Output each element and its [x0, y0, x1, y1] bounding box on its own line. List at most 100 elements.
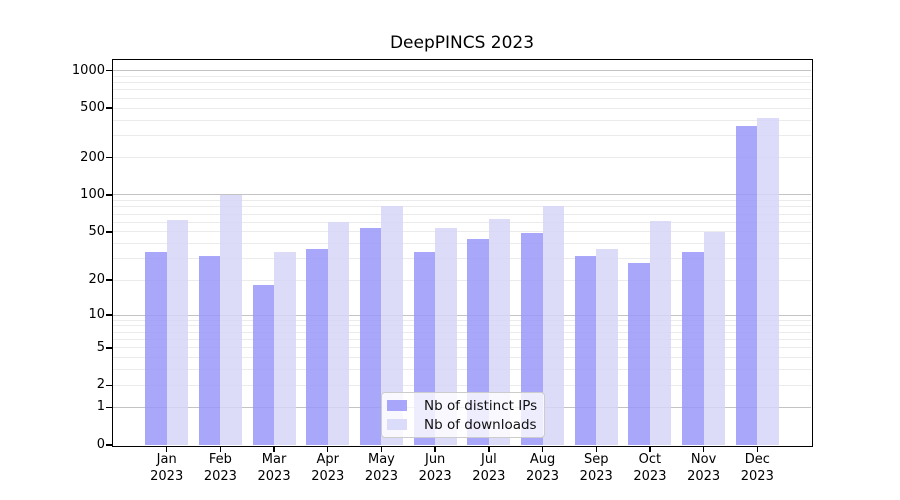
- bar-jan-distinct-ips: [145, 252, 167, 445]
- y-tick-mark: [106, 384, 112, 387]
- x-tick-label-dec: Dec 2023: [740, 452, 774, 484]
- x-tick-mark: [541, 446, 544, 452]
- grid-layer: [113, 60, 811, 445]
- legend-label: Nb of distinct IPs: [424, 397, 538, 414]
- y-tick-mark: [106, 194, 112, 196]
- x-tick-mark: [434, 446, 436, 452]
- plot-area: Nb of distinct IPs Nb of downloads: [111, 58, 813, 447]
- bar-sep-distinct-ips: [574, 255, 597, 445]
- bar-may-downloads: [381, 206, 403, 445]
- y-tick-label: 100: [80, 186, 105, 202]
- minor-gridline: [113, 206, 811, 208]
- legend-item-distinct-ips: Nb of distinct IPs: [387, 396, 544, 415]
- x-tick-label-jun: Jun 2023: [418, 452, 452, 484]
- x-tick-label-sep: Sep 2023: [579, 452, 613, 484]
- legend: Nb of distinct IPs Nb of downloads: [381, 392, 545, 438]
- legend-swatch-distinct-ips: [387, 400, 407, 411]
- major-gridline: [113, 194, 811, 196]
- x-tick-label-oct: Oct 2023: [633, 452, 667, 484]
- x-tick-label-apr: Apr 2023: [311, 452, 345, 484]
- y-tick-label: 2: [96, 377, 105, 393]
- y-tick-label: 5: [96, 339, 105, 355]
- x-tick-mark: [327, 446, 329, 452]
- x-tick-mark: [380, 446, 383, 452]
- minor-gridline: [113, 135, 811, 137]
- x-tick-label-aug: Aug 2023: [525, 452, 560, 484]
- major-gridline: [113, 70, 811, 72]
- minor-gridline: [113, 319, 811, 321]
- y-tick-mark: [106, 406, 112, 409]
- y-tick-label: 1: [96, 399, 105, 415]
- bar-feb-distinct-ips: [198, 255, 221, 445]
- minor-gridline: [113, 107, 811, 109]
- minor-gridline: [113, 369, 811, 371]
- minor-gridline: [113, 119, 811, 121]
- minor-gridline: [113, 97, 811, 99]
- y-tick-mark: [106, 347, 112, 349]
- x-tick-label-nov: Nov 2023: [687, 452, 721, 484]
- bar-jul-downloads: [488, 218, 511, 445]
- minor-gridline: [113, 213, 811, 215]
- bar-oct-downloads: [649, 220, 672, 445]
- minor-gridline: [113, 82, 811, 84]
- bar-may-distinct-ips: [359, 227, 382, 445]
- minor-gridline: [113, 339, 811, 341]
- bar-mar-downloads: [274, 252, 296, 445]
- y-tick-label: 20: [88, 272, 105, 288]
- y-tick-mark: [106, 156, 112, 159]
- y-tick-mark: [106, 69, 112, 72]
- bar-apr-downloads: [327, 222, 350, 445]
- x-tick-label-jan: Jan 2023: [150, 452, 184, 484]
- y-tick-mark: [106, 279, 112, 281]
- x-tick-label-mar: Mar 2023: [257, 452, 291, 484]
- bars-layer: [113, 60, 811, 445]
- bar-aug-downloads: [542, 206, 564, 445]
- bar-apr-distinct-ips: [306, 249, 328, 445]
- x-tick-mark: [595, 446, 597, 452]
- chart-title: DeepPINCS 2023: [389, 33, 535, 53]
- y-tick-label: 500: [80, 100, 105, 116]
- y-tick-label: 200: [80, 149, 105, 165]
- x-tick-mark: [219, 446, 222, 452]
- y-tick-mark: [106, 444, 112, 446]
- minor-gridline: [113, 221, 811, 223]
- major-gridline: [113, 314, 811, 316]
- minor-gridline: [113, 279, 811, 281]
- x-tick-mark: [165, 446, 168, 452]
- y-tick-label: 50: [88, 223, 105, 239]
- minor-gridline: [113, 347, 811, 349]
- bar-sep-downloads: [596, 249, 618, 445]
- legend-item-downloads: Nb of downloads: [387, 415, 544, 434]
- x-tick-mark: [702, 446, 705, 452]
- minor-gridline: [113, 325, 811, 327]
- minor-gridline: [113, 384, 811, 386]
- minor-gridline: [113, 200, 811, 202]
- minor-gridline: [113, 157, 811, 159]
- y-tick-mark: [106, 314, 112, 316]
- bar-jan-downloads: [166, 219, 189, 445]
- minor-gridline: [113, 357, 811, 359]
- bar-oct-distinct-ips: [628, 262, 650, 445]
- minor-gridline: [113, 89, 811, 91]
- minor-gridline: [113, 258, 811, 260]
- y-tick-label: 0: [96, 437, 105, 452]
- bar-nov-downloads: [703, 231, 726, 445]
- y-tick-label: 1000: [71, 62, 105, 78]
- x-tick-mark: [273, 446, 275, 452]
- bar-dec-distinct-ips: [735, 125, 758, 445]
- y-tick-mark: [106, 231, 112, 233]
- legend-label: Nb of downloads: [424, 416, 537, 433]
- x-tick-mark: [488, 446, 490, 452]
- bar-mar-distinct-ips: [252, 285, 275, 445]
- minor-gridline: [113, 331, 811, 333]
- legend-swatch-downloads: [387, 419, 407, 430]
- minor-gridline: [113, 243, 811, 245]
- y-tick-label: 10: [88, 307, 105, 323]
- x-tick-label-jul: Jul 2023: [472, 452, 506, 484]
- x-tick-mark: [649, 446, 651, 452]
- x-tick-mark: [756, 446, 758, 452]
- x-tick-label-may: May 2023: [364, 452, 398, 484]
- minor-gridline: [113, 75, 811, 77]
- bar-feb-downloads: [220, 194, 242, 445]
